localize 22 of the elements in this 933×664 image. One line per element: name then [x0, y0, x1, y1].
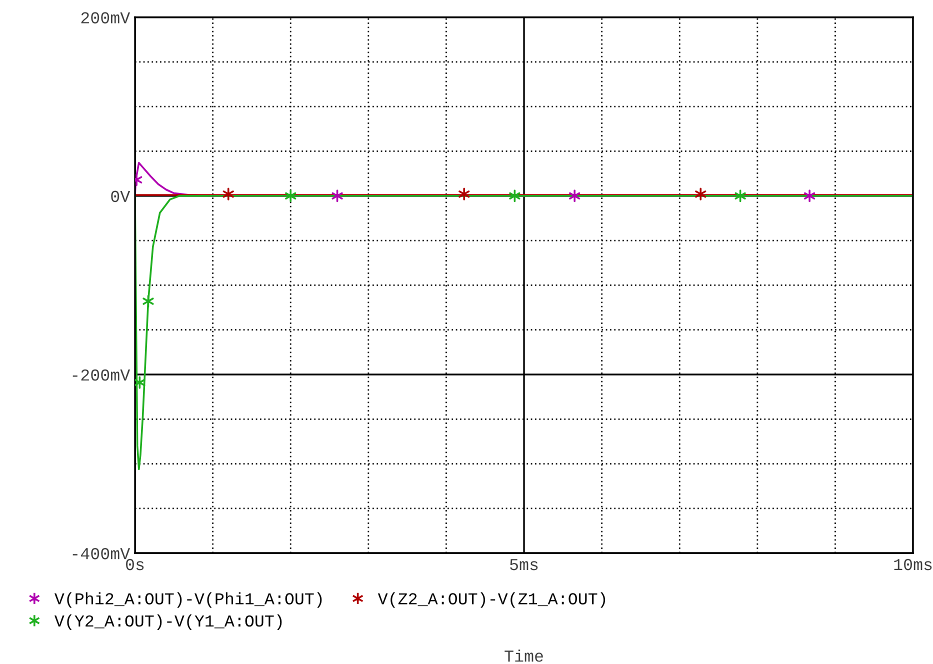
y-tick-label: 200mV [81, 12, 130, 24]
y-tick-label: 0V [111, 190, 130, 202]
point [804, 190, 816, 202]
point [569, 190, 580, 202]
x-tick-label: 0s [126, 558, 144, 570]
x-tick-label: 10ms [894, 558, 932, 570]
point [285, 190, 296, 202]
y-tick-label: -400mV [72, 548, 130, 560]
point [332, 190, 343, 202]
point [142, 294, 154, 308]
point [222, 188, 234, 200]
x-axis-title: Time [504, 650, 543, 662]
point [734, 190, 746, 202]
legend-label: V(Y2_A:OUT)-V(Y1_A:OUT) [54, 614, 282, 630]
point [458, 188, 470, 200]
point [135, 376, 146, 389]
y-tick-label: -200mV [72, 369, 130, 381]
x-tick-label: 5ms [510, 559, 538, 570]
point [695, 188, 706, 200]
legend-label: V(Phi2_A:OUT)-V(Phi1_A:OUT) [54, 592, 322, 608]
legend-label: V(Z2_A:OUT)-V(Z1_A:OUT) [378, 592, 606, 608]
point [509, 190, 520, 202]
